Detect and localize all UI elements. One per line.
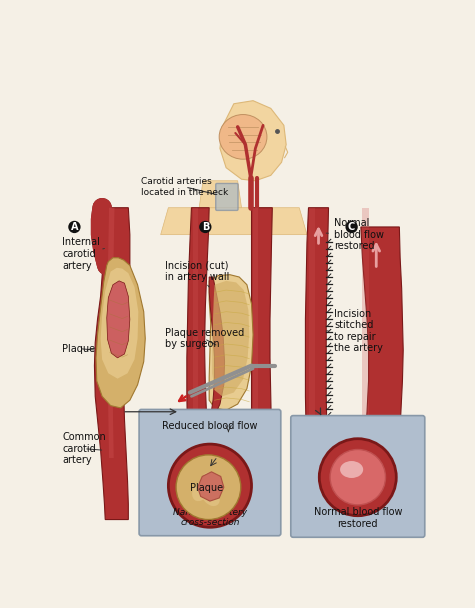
- FancyBboxPatch shape: [139, 409, 281, 536]
- Polygon shape: [198, 472, 224, 501]
- Polygon shape: [362, 208, 369, 500]
- Text: Common
carotid
artery: Common carotid artery: [62, 432, 106, 465]
- Circle shape: [68, 221, 81, 233]
- Polygon shape: [96, 258, 145, 408]
- Ellipse shape: [219, 114, 267, 159]
- Text: Internal
carotid
artery: Internal carotid artery: [62, 237, 104, 271]
- Polygon shape: [212, 281, 249, 396]
- Ellipse shape: [340, 461, 363, 478]
- Polygon shape: [253, 208, 257, 520]
- Circle shape: [330, 449, 386, 505]
- Text: Plaque: Plaque: [62, 344, 95, 354]
- Polygon shape: [107, 208, 114, 458]
- Text: Incision (cut)
in artery wall: Incision (cut) in artery wall: [164, 261, 229, 287]
- Text: Normal
blood flow
restored: Normal blood flow restored: [326, 218, 384, 251]
- Text: Incision
stitched
to repair
the artery: Incision stitched to repair the artery: [326, 308, 383, 353]
- Polygon shape: [209, 275, 253, 410]
- Polygon shape: [361, 227, 403, 500]
- Text: Plaque: Plaque: [190, 483, 223, 493]
- Polygon shape: [107, 281, 130, 358]
- Text: Carotid arteries
located in the neck: Carotid arteries located in the neck: [142, 177, 228, 196]
- Ellipse shape: [202, 472, 222, 489]
- Text: Normal blood flow
restored: Normal blood flow restored: [314, 507, 402, 529]
- Polygon shape: [309, 208, 314, 500]
- Ellipse shape: [201, 487, 220, 506]
- Polygon shape: [199, 181, 241, 208]
- Circle shape: [176, 455, 241, 520]
- Text: A: A: [71, 222, 78, 232]
- Circle shape: [199, 221, 211, 233]
- Circle shape: [168, 444, 252, 527]
- Polygon shape: [101, 268, 138, 379]
- Polygon shape: [95, 208, 130, 520]
- Ellipse shape: [192, 481, 209, 501]
- Polygon shape: [220, 101, 286, 181]
- Text: C: C: [348, 222, 355, 232]
- Text: Plaque removed
by surgeon: Plaque removed by surgeon: [164, 328, 244, 350]
- Circle shape: [345, 221, 358, 233]
- Text: Reduced blood flow: Reduced blood flow: [162, 421, 258, 431]
- Polygon shape: [161, 208, 307, 235]
- FancyBboxPatch shape: [291, 416, 425, 537]
- Text: Narrowed artery
cross-section: Narrowed artery cross-section: [173, 508, 247, 527]
- Polygon shape: [193, 208, 198, 520]
- Polygon shape: [187, 208, 209, 520]
- Circle shape: [319, 439, 396, 516]
- Polygon shape: [209, 277, 225, 420]
- Polygon shape: [252, 208, 272, 520]
- FancyBboxPatch shape: [216, 184, 238, 210]
- Polygon shape: [305, 208, 329, 504]
- Text: B: B: [201, 222, 209, 232]
